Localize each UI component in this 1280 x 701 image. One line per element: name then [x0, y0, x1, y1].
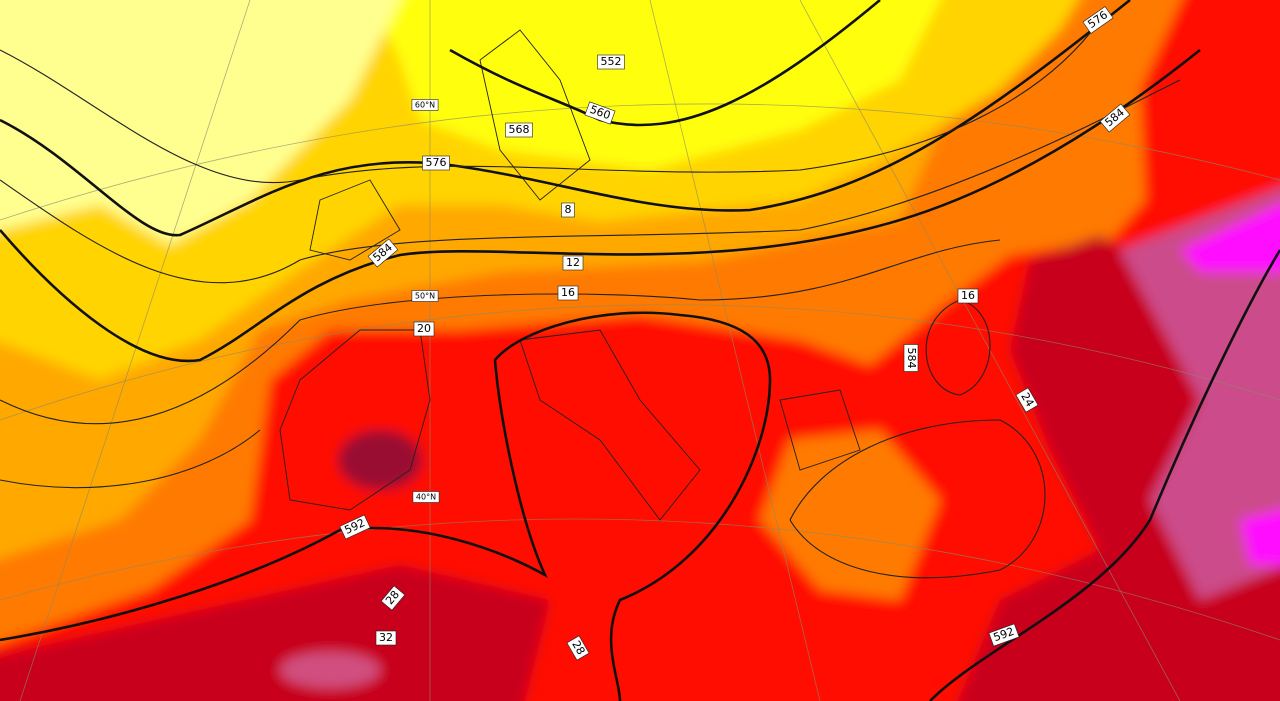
coastlines [279, 29, 861, 521]
contour-label-text: 16 [561, 286, 575, 299]
contour-label-text: 20 [417, 322, 431, 335]
contour-label-text: 568 [509, 123, 530, 136]
label-box [562, 255, 584, 271]
contour-label: 16 [957, 288, 979, 304]
label-box [903, 344, 919, 372]
label-box [566, 635, 590, 661]
contour-label-text: 12 [566, 256, 580, 269]
label-box [375, 630, 397, 646]
contour-label-text: 24 [1018, 390, 1036, 409]
label-box [505, 122, 533, 138]
latitude-label: 60°N [411, 99, 439, 111]
label-box [367, 238, 399, 268]
contour-label: 32 [375, 630, 397, 646]
label-box [988, 623, 1020, 647]
contour-label: 28 [566, 635, 590, 661]
label-box [597, 54, 625, 70]
contour-label: 28 [380, 585, 406, 611]
contour-label: 568 [505, 122, 533, 138]
contour-label-text: 28 [569, 638, 587, 657]
contour-label: 20 [413, 321, 435, 337]
contour-label: 552 [597, 54, 625, 70]
label-box [411, 99, 439, 111]
contour-label-text: 576 [426, 156, 447, 169]
contour-label: 16 [557, 285, 579, 301]
contour-label: 576 [422, 155, 450, 171]
latitude-label-text: 50°N [415, 292, 435, 301]
label-box [412, 491, 440, 503]
label-box [957, 288, 979, 304]
latitude-label: 40°N [412, 491, 440, 503]
label-box [411, 290, 439, 302]
label-box [422, 155, 450, 171]
label-box [413, 321, 435, 337]
label-box [1099, 103, 1131, 133]
contour-label: 592 [988, 623, 1020, 647]
labels: 576 584 552 560 568 576 584 8 12 16 20 1… [339, 6, 1131, 661]
latitude-label: 50°N [411, 290, 439, 302]
label-box [557, 285, 579, 301]
contour-label-text: 16 [961, 289, 975, 302]
contour-label-text: 584 [905, 348, 918, 369]
contour-label: 24 [1015, 387, 1039, 413]
contour-label: 560 [584, 101, 616, 125]
label-box [584, 101, 616, 125]
contour-label-text: 552 [601, 55, 622, 68]
contour-label: 8 [561, 202, 575, 218]
label-box [561, 202, 575, 218]
contour-label: 12 [562, 255, 584, 271]
label-box [1082, 6, 1114, 34]
latitude-label-text: 60°N [415, 101, 435, 110]
contour-label-text: 8 [565, 203, 572, 216]
latitude-label-text: 40°N [416, 493, 436, 502]
label-box [1015, 387, 1039, 413]
contour-label: 592 [339, 514, 371, 540]
label-box [339, 514, 371, 540]
label-box [380, 585, 406, 611]
contour-label-text: 32 [379, 631, 393, 644]
contour-label: 584 [903, 344, 919, 372]
